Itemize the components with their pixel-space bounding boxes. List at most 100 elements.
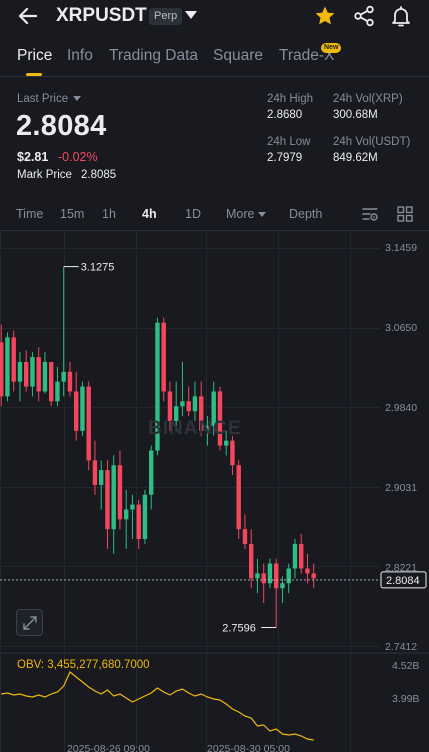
interval-more[interactable]: More <box>226 207 267 221</box>
candle-body <box>92 460 98 485</box>
vol-xrp-value: 300.68M <box>333 109 378 121</box>
obv-y-tick: 4.52B <box>392 660 420 672</box>
candle-body <box>280 583 285 589</box>
low-label: 24h Low <box>267 136 311 148</box>
candle-body <box>36 357 41 392</box>
x-tick-label: 2025-08-30 05:00 <box>207 743 290 752</box>
y-tick-label: 3.0650 <box>385 322 418 334</box>
candle-body <box>111 465 116 530</box>
price-change: -0.02% <box>58 150 98 164</box>
candle-body <box>311 573 316 579</box>
candle-body <box>55 381 60 402</box>
candle-body <box>99 470 104 485</box>
tab-price[interactable]: Price <box>17 47 53 64</box>
active-tab-indicator <box>26 73 42 76</box>
perp-badge: Perp <box>149 8 183 25</box>
top-bar: XRPUSDT Perp <box>0 0 429 32</box>
tab-trading-data[interactable]: Trading Data <box>109 47 199 64</box>
tab-info[interactable]: Info <box>67 47 93 64</box>
candle-body <box>255 573 260 579</box>
candle-body <box>67 371 73 392</box>
candle-body <box>267 563 273 584</box>
obv-y-tick: 3.99B <box>392 693 420 705</box>
star-icon[interactable] <box>313 4 337 28</box>
candle-body <box>230 440 235 466</box>
interval-time[interactable]: Time <box>16 207 44 221</box>
vol-usdt-value: 849.62M <box>333 152 378 164</box>
indicator-settings-icon[interactable] <box>361 205 379 223</box>
candle-body <box>105 470 110 530</box>
low-annotation: 2.7596 <box>222 623 256 635</box>
candle-body <box>49 361 54 402</box>
candle-body <box>274 563 279 589</box>
candle-body <box>117 465 123 520</box>
usd-price: $2.81 <box>17 150 49 164</box>
low-value: 2.7979 <box>267 152 303 164</box>
high-annotation: 3.1275 <box>81 262 115 274</box>
expand-icon <box>23 616 37 630</box>
symbol-title[interactable]: XRPUSDT <box>56 5 147 26</box>
interval-more-label: More <box>226 207 255 221</box>
candle-body <box>24 361 29 387</box>
high-label: 24h High <box>267 93 314 105</box>
caret-down-icon <box>258 212 267 218</box>
interval-depth[interactable]: Depth <box>289 207 323 221</box>
x-tick-label: 2025-08-26 09:00 <box>67 743 150 752</box>
candle-body <box>242 529 248 544</box>
last-price-label: Last Price <box>17 93 69 105</box>
candle-body <box>192 396 198 412</box>
interval-4h[interactable]: 4h <box>142 207 157 221</box>
candle-body <box>142 494 148 540</box>
candle-body <box>5 337 10 397</box>
tab-trade-x[interactable]: Trade-X <box>279 47 335 64</box>
new-badge: New <box>321 43 342 53</box>
mark-price-label: Mark Price <box>17 169 72 181</box>
candle-body <box>249 543 254 579</box>
bell-icon[interactable] <box>389 4 413 28</box>
candle-body <box>167 391 173 421</box>
candle-body <box>86 386 91 461</box>
price-chart[interactable]: 3.1275 2.7596 2.8084 <box>0 231 429 752</box>
candle-body <box>180 401 185 407</box>
vol-xrp-label: 24h Vol(XRP) <box>333 93 403 105</box>
candle-body <box>30 357 35 387</box>
tabs-divider <box>0 76 429 77</box>
layout-grid-icon[interactable] <box>396 205 414 223</box>
obv-label: OBV: 3,455,277,680.7000 <box>17 659 150 671</box>
interval-1h[interactable]: 1h <box>102 207 116 221</box>
candle-body <box>61 371 66 382</box>
candle-body <box>236 465 241 530</box>
fullscreen-button[interactable] <box>16 609 43 636</box>
chevron-down-icon[interactable] <box>185 11 197 19</box>
binance-watermark: BINANCE <box>148 418 242 439</box>
current-price-tag <box>380 571 427 589</box>
candle-body <box>261 573 266 584</box>
current-price-label: 2.8084 <box>386 575 420 587</box>
candle-body <box>42 361 48 392</box>
candle-body <box>224 440 229 446</box>
high-value: 2.8680 <box>267 109 303 121</box>
candle-body <box>124 509 129 520</box>
candle-body <box>149 450 154 495</box>
interval-15m[interactable]: 15m <box>60 207 85 221</box>
candle-body <box>174 406 179 421</box>
interval-bar: Time 15m 1h 4h 1D More Depth <box>0 200 429 228</box>
arrow-left-icon[interactable] <box>16 4 40 28</box>
candle-body <box>0 342 4 397</box>
tab-square[interactable]: Square <box>213 47 263 64</box>
last-price-value: 2.8084 <box>16 110 107 142</box>
share-icon[interactable] <box>352 4 376 28</box>
candle-body <box>211 391 216 426</box>
candle-body <box>292 543 298 569</box>
candle-body <box>305 568 310 574</box>
last-price-selector[interactable]: Last Price <box>17 93 82 105</box>
candle-body <box>299 543 304 569</box>
y-tick-label: 3.1459 <box>385 242 418 254</box>
caret-down-icon <box>73 96 82 102</box>
candle-body <box>217 391 223 446</box>
candle-body <box>286 568 291 584</box>
candle-body <box>17 361 23 382</box>
interval-1d[interactable]: 1D <box>185 207 201 221</box>
candle-body <box>155 322 160 451</box>
y-tick-label: 2.9840 <box>385 402 418 414</box>
